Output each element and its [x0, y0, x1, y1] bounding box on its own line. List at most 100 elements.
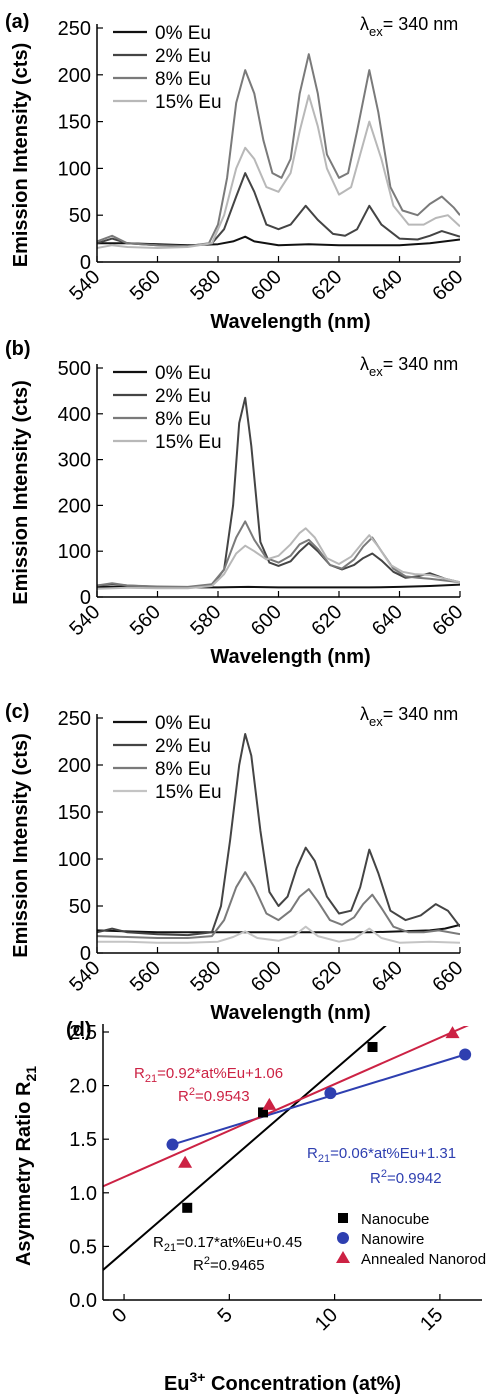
y-tick-label: 0.0 — [69, 1290, 97, 1312]
spectrum-panel-1: 0 100 200 300 400 500 540 560 580 600 620 640 660 Wav… — [5, 338, 468, 668]
data-point-square — [367, 1042, 378, 1053]
legend-entry: Annealed Nanorod — [361, 1251, 486, 1268]
r2-rest: =0.9543 — [195, 1088, 250, 1105]
y-tick-label: 200 — [58, 495, 91, 517]
y-tick-label: 300 — [58, 450, 91, 472]
x-tick-label: 540 — [65, 266, 104, 305]
series-line-0eu — [97, 923, 460, 934]
y-tick-label: 100 — [58, 849, 91, 871]
y-axis-title: Emission Intensity (cts) — [10, 733, 32, 958]
y-tick-label: 400 — [58, 404, 91, 426]
fit-line-nanowire — [172, 1053, 466, 1146]
eq-rest: =0.06*at%Eu+1.31 — [330, 1145, 456, 1162]
legend-marker — [337, 1232, 349, 1244]
annotation-value: = 340 nm — [383, 354, 459, 374]
legend-entry: 8% Eu — [155, 759, 211, 780]
r2-rest: =0.9942 — [387, 1170, 442, 1187]
spectrum-panel-0: 0 50 100 150 200 250 540 560 580 600 620 640 660 Wave… — [5, 11, 468, 333]
annotation-sub: ex — [369, 364, 383, 379]
legend-entry: 8% Eu — [155, 69, 211, 90]
r2-r: R — [370, 1170, 381, 1187]
y-title-main: Asymmetry Ratio R — [13, 1081, 35, 1266]
x-title-rest: Concentration (at%) — [205, 1373, 401, 1395]
series-line-2eu — [97, 733, 460, 937]
series-line-8eu — [97, 520, 460, 588]
panel-label: (a) — [5, 11, 29, 33]
y-tick-label: 0.5 — [69, 1236, 97, 1258]
r2-r: R — [178, 1088, 189, 1105]
eq-r: R — [153, 1234, 164, 1251]
data-point-circle — [459, 1048, 472, 1061]
y-tick-label: 150 — [58, 112, 91, 134]
series-line-2eu — [97, 396, 460, 589]
x-tick-label: 540 — [65, 957, 104, 996]
r-squared: R2=0.9465 — [193, 1255, 265, 1274]
panel-label: (b) — [5, 338, 31, 360]
y-tick-label: 2.0 — [69, 1076, 97, 1098]
data-point-square — [258, 1107, 269, 1118]
x-tick-label: 620 — [307, 957, 346, 996]
series-line-15eu — [97, 925, 460, 944]
y-tick-label: 50 — [69, 205, 91, 227]
y-tick-label: 150 — [58, 802, 91, 824]
legend-entry: 0% Eu — [155, 23, 211, 44]
eq-sub: 21 — [145, 1073, 157, 1085]
x-tick-label: 660 — [428, 266, 467, 305]
annotation-value: = 340 nm — [383, 14, 459, 34]
y-tick-label: 0 — [80, 252, 91, 274]
legend-entry: 0% Eu — [155, 363, 211, 384]
x-tick-label: 0 — [108, 1304, 131, 1327]
x-title-sup: 3+ — [190, 1369, 206, 1385]
y-tick-label: 250 — [58, 18, 91, 40]
eq-sub: 21 — [164, 1242, 176, 1254]
data-point-triangle — [178, 1155, 193, 1168]
legend-entry: Nanocube — [361, 1211, 429, 1228]
y-axis-title: Emission Intensity (cts) — [10, 380, 32, 605]
y-axis-title: Emission Intensity (cts) — [10, 43, 32, 268]
eq-r: R — [307, 1145, 318, 1162]
legend-entry: 0% Eu — [155, 713, 211, 734]
annotation-sub: ex — [369, 714, 383, 729]
x-tick-label: 600 — [247, 266, 286, 305]
x-tick-label: 620 — [307, 601, 346, 640]
data-point-triangle — [262, 1097, 277, 1110]
y-tick-label: 1.5 — [69, 1129, 97, 1151]
y-tick-label: 100 — [58, 158, 91, 180]
series-line-2eu — [97, 172, 460, 248]
x-tick-label: 600 — [247, 601, 286, 640]
data-point-square — [182, 1202, 193, 1213]
x-tick-label: 560 — [126, 601, 165, 640]
x-tick-label: 540 — [65, 601, 104, 640]
y-tick-label: 500 — [58, 358, 91, 380]
x-axis-title: Wavelength (nm) — [210, 1002, 370, 1024]
fit-equation: R21=0.92*at%Eu+1.06 — [134, 1065, 283, 1085]
annotation-lambda: λ — [360, 704, 369, 724]
x-tick-label: 580 — [186, 266, 225, 305]
series-line-15eu — [97, 527, 460, 590]
x-tick-label: 660 — [428, 601, 467, 640]
fit-equation: R21=0.06*at%Eu+1.31 — [307, 1145, 456, 1165]
x-tick-label: 660 — [428, 957, 467, 996]
r2-rest: =0.9465 — [210, 1257, 265, 1274]
x-tick-label: 620 — [307, 266, 346, 305]
legend-marker — [338, 1213, 348, 1223]
legend-entry: Nanowire — [361, 1231, 424, 1248]
excitation-annotation: λex= 340 nm — [360, 704, 458, 729]
data-point-circle — [324, 1087, 337, 1100]
fit-line-nanocube — [103, 1026, 387, 1271]
fit-equation: R21=0.17*at%Eu+0.45 — [153, 1234, 302, 1254]
annotation-value: = 340 nm — [383, 704, 459, 724]
x-tick-label: 10 — [311, 1304, 342, 1335]
series-line-8eu — [97, 871, 460, 939]
x-axis-title: Wavelength (nm) — [210, 646, 370, 668]
annotation-lambda: λ — [360, 14, 369, 34]
x-tick-label: 560 — [126, 957, 165, 996]
y-tick-label: 0 — [80, 587, 91, 609]
y-axis-title: Asymmetry Ratio R21 — [13, 1066, 39, 1266]
x-tick-label: 5 — [213, 1304, 236, 1327]
y-tick-label: 50 — [69, 896, 91, 918]
y-title-sub: 21 — [23, 1066, 39, 1082]
legend-entry: 2% Eu — [155, 736, 211, 757]
y-tick-label: 200 — [58, 755, 91, 777]
